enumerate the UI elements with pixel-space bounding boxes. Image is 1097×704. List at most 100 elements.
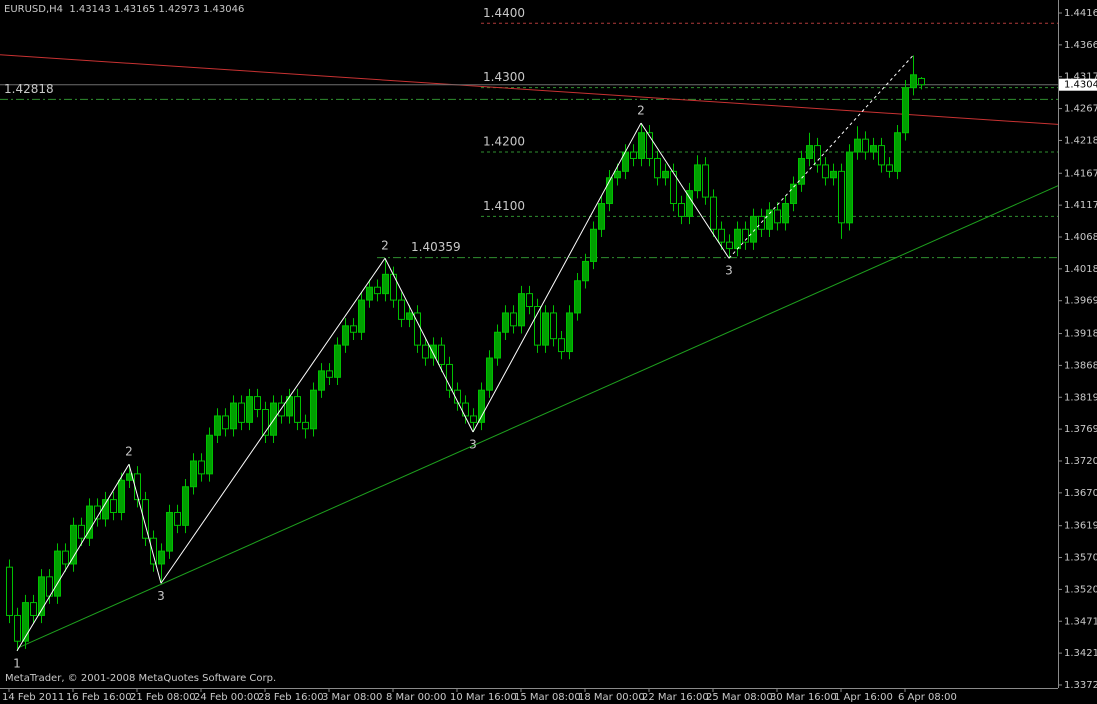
y-tick-label: 1.38685 — [1064, 360, 1097, 371]
y-tick-label: 1.37200 — [1064, 456, 1097, 467]
x-tick-label: 1 Apr 16:00 — [834, 692, 893, 703]
candle-body — [22, 602, 29, 642]
candle-body — [870, 145, 877, 153]
candle-body — [614, 170, 621, 179]
candle-body — [110, 499, 117, 513]
candle-body — [726, 241, 733, 250]
candle-body — [774, 209, 781, 224]
candle-body — [830, 170, 837, 179]
y-tick-label: 1.37695 — [1064, 424, 1097, 435]
candle-body — [630, 151, 637, 159]
price-tag — [1059, 78, 1097, 91]
candle-body — [638, 132, 645, 159]
candle-body — [902, 87, 909, 134]
candle-body — [366, 286, 373, 301]
candle-body — [518, 293, 525, 327]
candle-body — [454, 389, 461, 404]
candle-body — [782, 203, 789, 224]
wave-label: 3 — [469, 438, 477, 452]
candle-body — [670, 170, 677, 205]
candle-body — [790, 183, 797, 205]
wave-line — [160, 257, 386, 584]
candle-body — [318, 370, 325, 391]
trendline — [0, 54, 1058, 125]
candle-body — [342, 325, 349, 346]
candle-body — [486, 357, 493, 391]
candle-body — [310, 389, 317, 430]
candle-body — [718, 228, 725, 243]
candle-body — [478, 389, 485, 423]
candle-body — [78, 524, 85, 539]
wave-line — [472, 122, 642, 433]
y-tick-label: 1.40680 — [1064, 232, 1097, 243]
y-tick-label: 1.43170 — [1064, 72, 1097, 83]
x-tick-label: 3 Mar 08:00 — [322, 692, 382, 703]
candle-body — [134, 473, 141, 501]
x-tick-label: 6 Apr 08:00 — [898, 692, 957, 703]
wave-label: 2 — [381, 239, 389, 253]
price-tag-label: 1.43046 — [1064, 80, 1097, 91]
y-tick-label: 1.40185 — [1064, 264, 1097, 275]
candle-body — [254, 396, 261, 410]
candle-body — [550, 312, 557, 340]
candle-body — [54, 550, 61, 597]
candle-body — [878, 145, 885, 166]
wave-label: 1 — [13, 656, 21, 670]
chart-title: EURUSD,H4 1.43143 1.43165 1.42973 1.4304… — [4, 4, 244, 15]
x-tick-label: 14 Feb 2011 — [2, 692, 64, 703]
candle-body — [358, 299, 365, 333]
candle-body — [742, 228, 749, 243]
y-tick-label: 1.43665 — [1064, 40, 1097, 51]
y-tick-label: 1.44160 — [1064, 8, 1097, 19]
y-tick-label: 1.34215 — [1064, 648, 1097, 659]
candle-body — [382, 273, 389, 295]
candle-body — [38, 576, 45, 616]
candle-body — [238, 402, 245, 423]
candle-body — [422, 344, 429, 359]
wave-label: 3 — [157, 589, 165, 603]
candle-body — [62, 550, 69, 565]
candle-body — [494, 331, 501, 359]
level-label: 1.4400 — [483, 6, 525, 20]
candle-body — [710, 196, 717, 230]
wave-label: 2 — [637, 104, 645, 118]
candle-body — [582, 260, 589, 282]
candle-body — [678, 203, 685, 217]
candle-body — [30, 602, 37, 616]
footer: MetaTrader, © 2001-2008 MetaQuotes Softw… — [5, 673, 276, 684]
candle-body — [398, 299, 405, 320]
candle-body — [526, 293, 533, 308]
candle-body — [590, 228, 597, 262]
candle-body — [646, 132, 653, 159]
x-tick-label: 21 Feb 08:00 — [130, 692, 196, 703]
candle-body — [822, 164, 829, 179]
candle-body — [334, 344, 341, 378]
candle-body — [846, 151, 853, 224]
candle-body — [654, 157, 661, 179]
candle-body — [734, 228, 741, 250]
candle-body — [862, 138, 869, 153]
y-tick-label: 1.39690 — [1064, 296, 1097, 307]
trendline — [16, 185, 1058, 649]
x-tick-label: 10 Mar 16:00 — [450, 692, 517, 703]
candle-body — [230, 402, 237, 430]
y-tick-label: 1.36195 — [1064, 521, 1097, 532]
candle-body — [278, 402, 285, 417]
candle-body — [438, 344, 445, 365]
candle-body — [462, 402, 469, 417]
x-tick-label: 28 Feb 16:00 — [258, 692, 324, 703]
y-tick-label: 1.42675 — [1064, 104, 1097, 115]
wave-line — [728, 55, 914, 259]
candle-body — [6, 566, 13, 616]
candle-body — [118, 479, 125, 513]
candle-body — [894, 132, 901, 172]
candle-body — [766, 209, 773, 230]
y-tick-label: 1.41670 — [1064, 168, 1097, 179]
candle-body — [182, 486, 189, 526]
candle-body — [326, 370, 333, 378]
candle-body — [406, 312, 413, 320]
candle-body — [70, 524, 77, 565]
candle-body — [198, 460, 205, 475]
